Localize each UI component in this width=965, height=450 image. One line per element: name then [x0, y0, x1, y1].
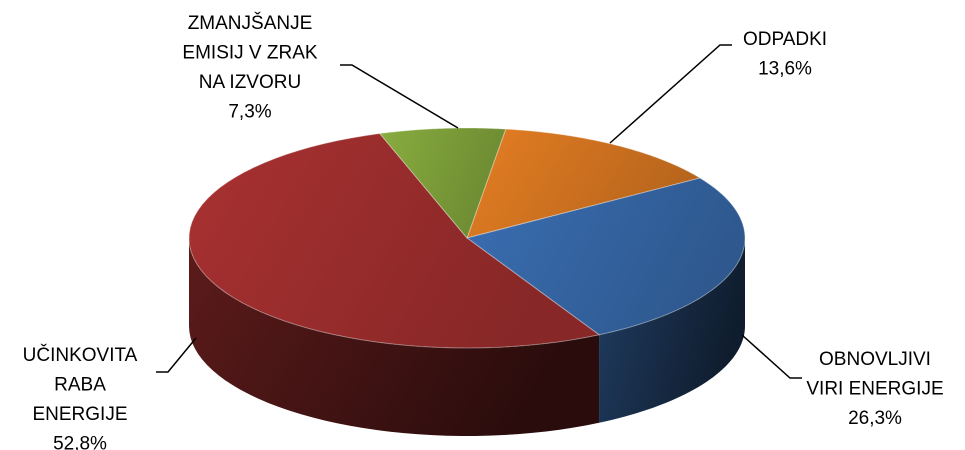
slice-label: UČINKOVITA RABA ENERGIJE [23, 344, 138, 425]
leader-line [156, 337, 197, 373]
pie-side [189, 238, 600, 436]
slice-label: ODPADKI [743, 29, 827, 50]
labels: ODPADKI 13,6% OBNOVLJIVI VIRI ENERGIJE 26,3%… [23, 12, 944, 450]
value-label: 13,6% [758, 59, 812, 80]
pie-slice [188, 133, 601, 349]
value-label: 7,3% [228, 102, 271, 123]
slice-label: OBNOVLJIVI VIRI ENERGIJE [806, 349, 943, 400]
pie-slice [378, 127, 507, 239]
value-label: 52,8% [53, 434, 107, 450]
value-label: 26,3% [848, 408, 902, 429]
pie-slice [466, 128, 702, 239]
pie-tops [188, 127, 746, 349]
pie-sides [189, 238, 745, 436]
leader-line [741, 334, 802, 379]
leader-line [340, 64, 459, 129]
pie-slice [465, 177, 746, 336]
pie-side [599, 238, 745, 423]
slice-label: ZMANJŠANJE EMISIJ V ZRAK NA IZVORU [182, 12, 317, 93]
leader-line [609, 44, 732, 144]
